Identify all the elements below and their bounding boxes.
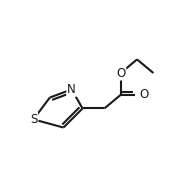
Text: O: O <box>140 88 149 101</box>
Text: N: N <box>67 83 76 96</box>
Text: S: S <box>30 113 37 126</box>
Text: O: O <box>116 67 125 79</box>
